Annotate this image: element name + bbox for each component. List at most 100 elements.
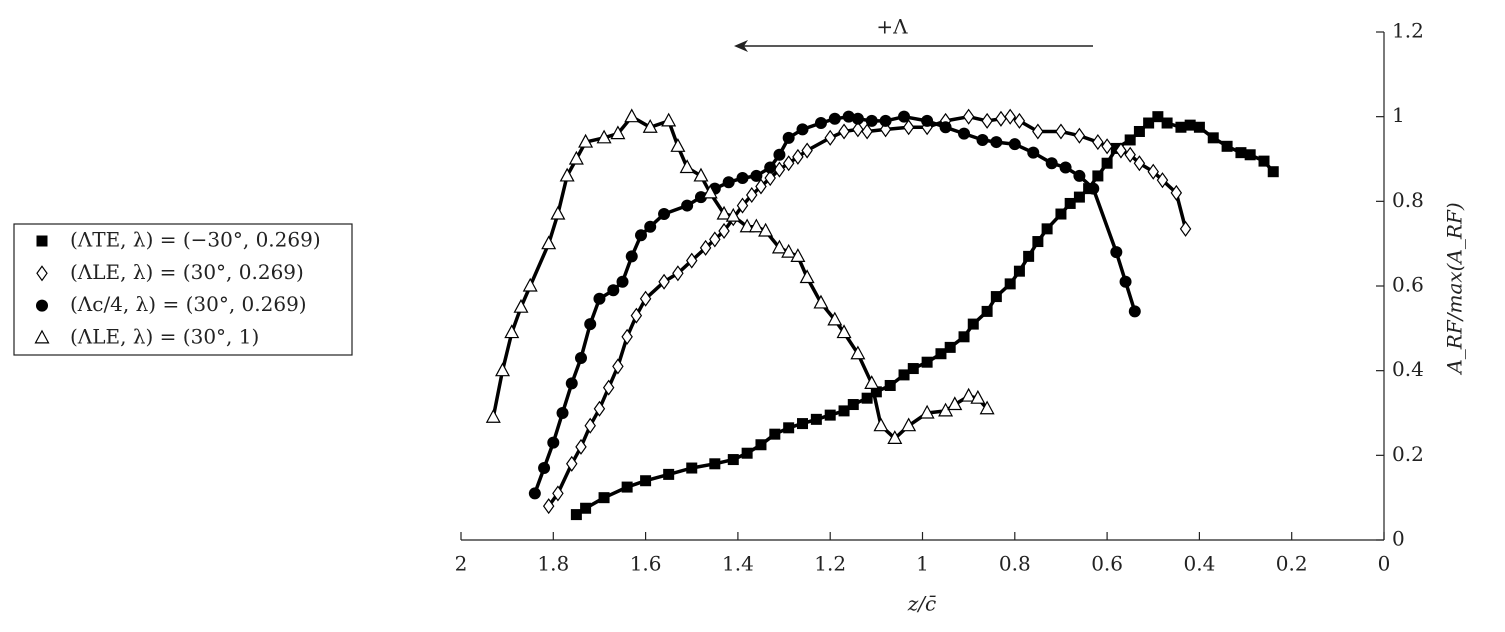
data-point — [1073, 191, 1085, 203]
data-point — [990, 136, 1003, 149]
data-point — [727, 454, 739, 466]
data-point — [1027, 146, 1040, 159]
data-point — [658, 208, 671, 221]
data-point — [981, 305, 993, 317]
legend-marker — [34, 329, 50, 344]
data-point — [550, 205, 566, 220]
series-line — [547, 114, 1188, 508]
data-point — [970, 389, 986, 404]
data-point — [1207, 132, 1219, 144]
legend-marker — [36, 299, 48, 312]
data-point — [958, 127, 971, 140]
data-point — [679, 159, 695, 174]
data-point — [1004, 108, 1016, 125]
data-point — [898, 369, 910, 381]
data-point — [1170, 184, 1183, 201]
y-tick-label: 1 — [1392, 103, 1405, 127]
data-point — [513, 298, 529, 313]
data-point — [528, 487, 541, 500]
data-point — [851, 112, 864, 125]
data-point — [864, 375, 880, 389]
data-point — [694, 191, 707, 204]
data-point — [621, 481, 633, 493]
data-point — [962, 108, 975, 125]
data-point — [725, 207, 741, 222]
x-tick-label: 0.2 — [1276, 552, 1308, 576]
data-point — [1110, 246, 1123, 259]
data-point — [790, 248, 806, 262]
data-point — [861, 392, 873, 404]
data-point — [686, 462, 698, 474]
data-point — [921, 114, 934, 127]
x-tick-label: 0 — [1378, 552, 1391, 576]
data-point — [836, 324, 852, 339]
annotation: +Λ — [876, 15, 908, 39]
data-point — [559, 167, 575, 182]
data-point — [771, 239, 787, 254]
data-point — [764, 161, 777, 174]
data-point — [782, 155, 795, 172]
data-point — [612, 358, 624, 375]
data-point — [566, 455, 578, 472]
data-point — [718, 222, 730, 239]
data-point — [541, 235, 557, 250]
data-point — [1073, 127, 1086, 144]
y-tick-label: 0 — [1392, 527, 1405, 551]
data-point — [939, 121, 952, 134]
data-point — [495, 362, 511, 377]
data-point — [485, 408, 501, 423]
data-point — [1133, 125, 1145, 137]
data-point — [602, 379, 615, 396]
data-point — [861, 123, 873, 140]
legend-label: (ΛTE, λ) = (−30°, 0.269) — [70, 228, 321, 252]
data-point — [824, 409, 836, 421]
data-point — [644, 220, 657, 233]
data-point — [1101, 138, 1113, 155]
data-point — [748, 218, 764, 233]
data-point — [887, 430, 903, 444]
data-point — [610, 125, 626, 140]
data-point — [1152, 111, 1164, 123]
data-point — [552, 485, 564, 502]
legend-box — [13, 223, 353, 356]
data-point — [739, 218, 755, 233]
data-point — [1179, 220, 1192, 237]
data-point — [1147, 163, 1159, 180]
data-point — [1124, 134, 1136, 146]
data-point — [870, 386, 882, 398]
data-point — [1143, 117, 1155, 129]
data-point — [828, 112, 841, 125]
x-tick-label: 1 — [916, 552, 929, 576]
data-point — [575, 438, 587, 455]
data-point — [792, 148, 804, 165]
data-point — [661, 112, 677, 127]
data-point — [901, 417, 917, 432]
arrow-head — [734, 40, 748, 52]
data-point — [773, 148, 786, 161]
data-point — [593, 400, 606, 417]
x-tick-label: 1.2 — [814, 552, 846, 576]
data-point — [824, 129, 836, 146]
data-point — [1064, 197, 1076, 209]
data-point — [838, 123, 850, 140]
data-point — [624, 108, 640, 123]
y-tick-label: 0.8 — [1392, 188, 1424, 212]
data-point — [865, 114, 878, 127]
data-point — [642, 118, 658, 133]
data-point — [1184, 119, 1196, 131]
data-point — [884, 379, 896, 391]
data-point — [764, 170, 776, 187]
legend-label: (ΛLE, λ) = (30°, 0.269) — [70, 260, 304, 284]
data-point — [1092, 170, 1104, 182]
data-point — [616, 275, 629, 288]
data-point — [1013, 112, 1026, 129]
y-tick-label: 0.6 — [1392, 273, 1424, 297]
data-point — [630, 307, 643, 324]
data-point — [1092, 134, 1104, 151]
data-point — [921, 356, 933, 368]
data-point — [1087, 182, 1100, 195]
series-line — [575, 114, 1275, 517]
data-point — [504, 324, 520, 339]
data-point — [568, 150, 584, 165]
data-point — [746, 186, 758, 204]
